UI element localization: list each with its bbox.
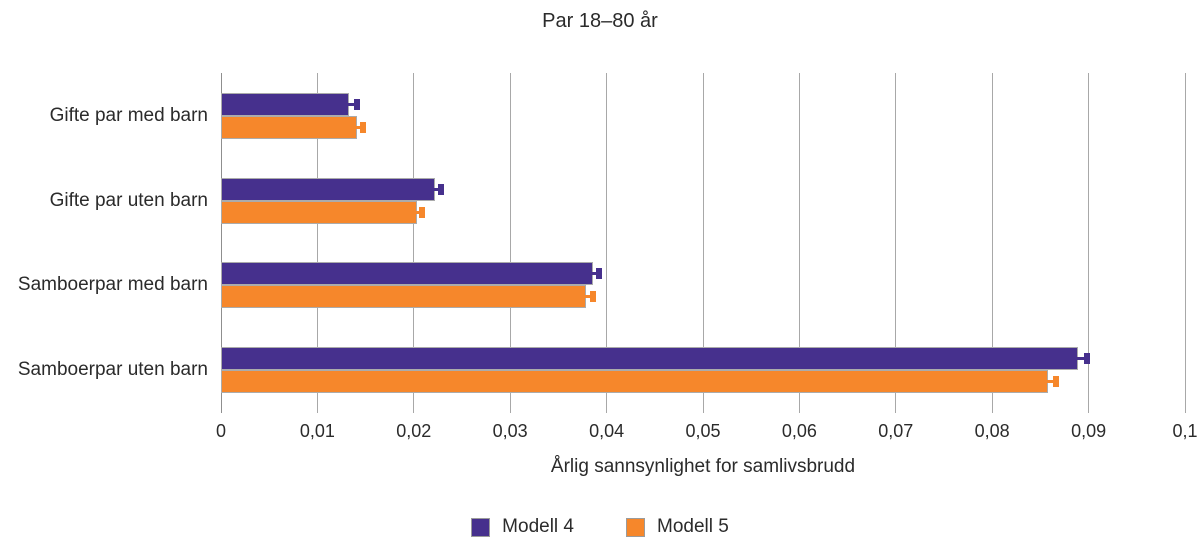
y-axis-line: [220, 73, 222, 413]
legend-item-modell-4: Modell 4: [471, 516, 574, 538]
error-cap-modell-4: [595, 268, 602, 280]
error-whisker-modell-4: [1076, 357, 1087, 360]
plot-area: [220, 73, 1186, 413]
gridline: [798, 73, 800, 413]
bar-modell-5: [221, 370, 1049, 393]
error-whisker-modell-5: [1047, 380, 1056, 383]
error-whisker-modell-4: [592, 272, 599, 276]
gridline: [1184, 73, 1186, 413]
bar-modell-5: [221, 200, 417, 224]
gridline: [1088, 73, 1090, 413]
bar-modell-5: [221, 285, 587, 309]
error-cap-modell-5: [590, 291, 597, 303]
x-tick-label: 0,09: [1071, 421, 1107, 441]
legend-label-modell-4: Modell 4: [502, 516, 574, 537]
error-cap-modell-5: [419, 206, 426, 218]
x-tick-label: 0,1: [1172, 421, 1198, 441]
gridline: [413, 73, 415, 413]
x-tick-label: 0,02: [396, 421, 432, 441]
error-cap-modell-4: [1083, 353, 1090, 364]
error-whisker-modell-4: [434, 187, 441, 191]
gridline: [702, 73, 704, 413]
category-label: Samboerpar uten barn: [17, 359, 208, 380]
bar-modell-4: [221, 177, 435, 201]
legend-swatch-modell-4: [471, 517, 491, 537]
legend: Modell 4 Modell 5: [0, 516, 1200, 538]
error-whisker-modell-4: [348, 103, 357, 106]
error-whisker-modell-5: [355, 126, 363, 129]
x-tick-label: 0,04: [589, 421, 625, 441]
x-tick-label: 0,01: [299, 421, 335, 441]
bar-modell-4: [221, 262, 594, 286]
error-cap-modell-5: [359, 122, 366, 133]
x-tick-label: 0,03: [492, 421, 528, 441]
error-whisker-modell-5: [415, 210, 423, 214]
x-axis-title: Årlig sannsynlighet for samlivsbrudd: [550, 456, 856, 477]
legend-label-modell-5: Modell 5: [657, 516, 729, 537]
x-tick-label: 0: [215, 421, 226, 441]
category-label: Gifte par uten barn: [49, 189, 208, 211]
x-tick-label: 0,08: [974, 421, 1010, 441]
error-cap-modell-4: [437, 183, 444, 195]
x-tick-label: 0,07: [878, 421, 914, 441]
x-tick-label: 0,05: [685, 421, 721, 441]
category-label: Samboerpar med barn: [17, 274, 208, 296]
chart-title: Par 18–80 år: [542, 10, 658, 32]
gridline: [606, 73, 608, 413]
bar-modell-5: [221, 116, 357, 139]
bar-modell-4: [221, 347, 1078, 370]
gridline: [991, 73, 993, 413]
error-whisker-modell-5: [585, 295, 594, 299]
gridline: [895, 73, 897, 413]
x-tick-label: 0,06: [781, 421, 817, 441]
error-cap-modell-4: [353, 99, 360, 110]
gridline: [509, 73, 511, 413]
error-cap-modell-5: [1052, 376, 1059, 387]
gridline: [316, 73, 318, 413]
legend-swatch-modell-5: [626, 517, 645, 537]
legend-item-modell-5: Modell 5: [626, 516, 729, 538]
category-label: Gifte par med barn: [49, 105, 208, 126]
bar-modell-4: [221, 93, 350, 116]
